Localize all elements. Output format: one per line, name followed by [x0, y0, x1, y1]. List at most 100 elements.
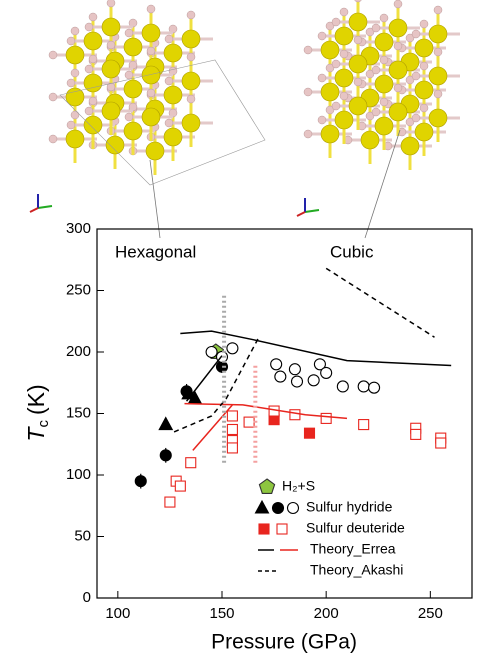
point	[321, 367, 332, 378]
h-atom	[125, 113, 133, 121]
s-atom	[375, 33, 393, 51]
s-atom	[349, 55, 367, 73]
h-atom	[304, 46, 312, 54]
s-atom	[84, 32, 102, 50]
s-atom	[415, 39, 433, 57]
h-atom	[420, 62, 428, 70]
h-atom	[434, 48, 442, 56]
point	[290, 410, 300, 420]
h-atom	[107, 0, 115, 7]
point	[256, 501, 269, 513]
h-atom	[71, 27, 79, 35]
s-atom	[321, 125, 339, 143]
point	[165, 497, 175, 507]
point	[175, 481, 185, 491]
y-label-unit: (K)	[23, 384, 49, 415]
h-atom	[372, 108, 380, 116]
y-tick-label: 250	[66, 281, 91, 298]
s-atom	[106, 136, 124, 154]
s-atom	[164, 86, 182, 104]
h-atom	[67, 37, 75, 45]
y-tick-label: 150	[66, 404, 91, 421]
s-atom	[389, 103, 407, 121]
point	[159, 418, 172, 430]
point	[288, 503, 299, 514]
y-label-sub: c	[35, 420, 52, 428]
h-atom	[380, 56, 388, 64]
point	[186, 458, 196, 468]
h-atom	[49, 135, 57, 143]
legend-label: H₂+S	[282, 478, 315, 494]
h-atom	[147, 47, 155, 55]
h-atom	[147, 5, 155, 13]
point	[275, 371, 286, 382]
h-atom	[340, 92, 348, 100]
plot-frame	[97, 229, 472, 598]
h-atom	[89, 97, 97, 105]
plot: 100150200250050100150200250300H₂+SSulfur…	[66, 220, 472, 622]
s-atom	[182, 30, 200, 48]
point	[160, 450, 171, 461]
y-tick-label: 200	[66, 343, 91, 360]
point	[271, 359, 282, 370]
x-axis-label: Pressure (GPa)	[211, 631, 357, 654]
point	[359, 420, 369, 430]
s-atom	[84, 116, 102, 134]
s-atom	[349, 97, 367, 115]
h-atom	[89, 13, 97, 21]
figure: 100150200250050100150200250300H₂+SSulfur…	[0, 0, 491, 660]
h-atom	[354, 36, 362, 44]
h-atom	[187, 95, 195, 103]
h-atom	[394, 42, 402, 50]
h-atom	[85, 65, 93, 73]
h-atom	[332, 102, 340, 110]
point	[321, 413, 331, 423]
point	[411, 429, 421, 439]
annotation: Cubic	[330, 242, 374, 261]
s-atom	[142, 66, 160, 84]
s-atom	[389, 61, 407, 79]
s-atom	[146, 142, 164, 160]
point	[358, 381, 369, 392]
point	[227, 411, 237, 421]
point	[259, 479, 274, 493]
y-axis-label: Tc(K)	[23, 384, 52, 441]
x-tick-label: 250	[418, 605, 443, 622]
y-tick-label: 50	[74, 527, 91, 544]
h-atom	[107, 41, 115, 49]
s-atom	[102, 102, 120, 120]
h-atom	[71, 69, 79, 77]
s-atom	[335, 69, 353, 87]
s-atom	[102, 18, 120, 36]
h-atom	[85, 107, 93, 115]
point	[308, 375, 319, 386]
s-atom	[124, 80, 142, 98]
s-atom	[164, 44, 182, 62]
s-atom	[164, 128, 182, 146]
h-atom	[49, 93, 57, 101]
legend: H₂+SSulfur hydrideSulfur deuterideTheory…	[256, 478, 406, 578]
s-atom	[321, 41, 339, 59]
s-atom	[66, 46, 84, 64]
point	[337, 381, 348, 392]
point	[277, 524, 287, 534]
h-atom	[372, 66, 380, 74]
h-atom	[318, 32, 326, 40]
h-atom	[372, 24, 380, 32]
h-atom	[187, 11, 195, 19]
s-atom	[142, 108, 160, 126]
point	[227, 443, 237, 453]
s-atom	[66, 130, 84, 148]
h-atom	[304, 130, 312, 138]
s-atom	[389, 19, 407, 37]
axis-triad	[30, 208, 38, 212]
s-atom	[182, 72, 200, 90]
h-atom	[434, 90, 442, 98]
h-atom	[125, 71, 133, 79]
point	[227, 343, 238, 354]
point	[292, 376, 303, 387]
legend-label: Sulfur hydride	[306, 499, 393, 515]
h-atom	[380, 14, 388, 22]
theory-line	[187, 356, 222, 402]
s-atom	[182, 114, 200, 132]
